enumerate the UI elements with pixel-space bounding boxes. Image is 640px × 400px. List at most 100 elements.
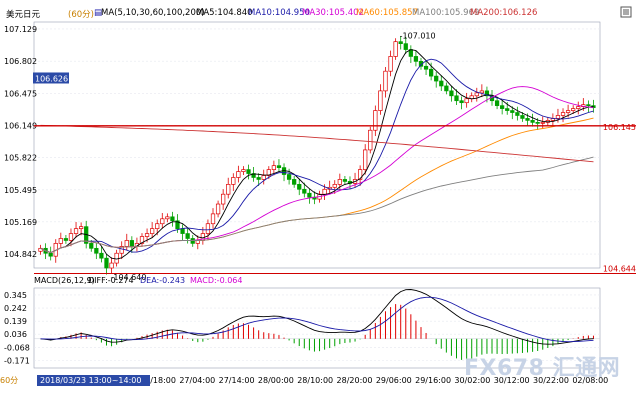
candle-body [535, 122, 540, 124]
candle-body [423, 65, 429, 70]
settings-icon[interactable] [620, 6, 632, 18]
candle-body [393, 41, 398, 57]
x-tick-label: 27/04:00 [179, 376, 215, 385]
candle-body [565, 110, 571, 113]
candle-body [383, 70, 388, 92]
candle-body [129, 240, 134, 247]
candle-body [571, 108, 576, 111]
y-tick-label: 106.802 [4, 57, 37, 66]
candle-body [342, 179, 348, 182]
y-tick-label: 106.475 [4, 89, 37, 98]
x-tick-label: 26/18:00 [140, 376, 176, 385]
candle-body [185, 233, 190, 239]
x-tick-label: 30/02:00 [454, 376, 490, 385]
y-tick-label: 105.822 [4, 154, 37, 163]
ma30-value: MA30:105.402 [302, 8, 364, 18]
candle-body [449, 90, 454, 97]
candle-body [99, 252, 104, 259]
candle-body [180, 228, 185, 234]
candle-body [413, 56, 419, 62]
macd-params[interactable]: MACD(26,12,9) [34, 276, 95, 285]
candle-body [292, 179, 297, 185]
x-tick-label: 28/20:00 [337, 376, 373, 385]
candle-body [357, 169, 363, 180]
candle-body [434, 75, 439, 82]
ma5-line [40, 49, 594, 260]
main-chart-header: 美元日元 (60分) ▤ MA(5,10,30,60,100,200) MA5:… [0, 0, 640, 22]
candle-body [63, 238, 69, 241]
cursor-time-label: 2018/03/23 13:00~14:00 五 [37, 375, 150, 396]
candle-body [256, 177, 261, 180]
candle-body [205, 223, 211, 234]
candle-body [586, 104, 591, 107]
candle-body [226, 184, 231, 195]
candle-body [114, 252, 119, 264]
current-price-tag-label: 106.626 [35, 74, 68, 83]
candle-body [368, 129, 373, 151]
macd-diff: DIFF:-0.274 [88, 276, 134, 285]
macd-dea-line [40, 296, 594, 343]
ma100-line [40, 156, 594, 254]
candle-body [124, 240, 129, 247]
x-tick-label: 30/22:00 [533, 376, 569, 385]
ma60-value: MA60:105.857 [356, 8, 418, 18]
candle-body [119, 246, 124, 254]
candle-body [560, 112, 566, 116]
candle-body [444, 85, 449, 92]
candle-body [388, 56, 393, 72]
candle-body [454, 95, 459, 102]
candle-body [337, 179, 342, 185]
candle-body [363, 149, 368, 170]
x-tick-label: 27/14:00 [219, 376, 255, 385]
ma10-line [40, 58, 594, 254]
candle-body [540, 122, 545, 124]
candle-body [302, 188, 307, 194]
macd-plot-frame [33, 287, 601, 369]
period-label[interactable]: (60分) [68, 10, 94, 20]
ma60-line [40, 117, 594, 254]
ma10-value: MA10:104.950 [248, 8, 310, 18]
x-tick-label: 28/00:00 [258, 376, 294, 385]
watermark-logo: FX678 汇通网 [464, 356, 621, 381]
candle-body [464, 98, 469, 104]
candle-body [474, 92, 479, 97]
symbol-title[interactable]: 美元日元 [6, 10, 41, 20]
candle-body [139, 236, 145, 244]
y-tick-label: 104.842 [4, 250, 37, 259]
ma200-line [40, 124, 594, 163]
y-tick-label: 107.129 [4, 25, 37, 34]
ma5-value: MA5:104.840 [196, 8, 253, 18]
candle-body [94, 247, 99, 254]
candle-body [429, 68, 434, 77]
macd-dea: DEA:-0.243 [140, 276, 186, 285]
candle-body [307, 192, 312, 198]
candle-body [530, 120, 535, 123]
macd-tick-label: 0.036 [4, 330, 27, 339]
y-tick-label: 106.149 [4, 121, 37, 130]
ma-params[interactable]: MA(5,10,30,60,100,200) [101, 8, 205, 18]
candle-body [500, 105, 505, 109]
candle-body [104, 257, 109, 269]
candle-body [246, 169, 251, 174]
candle-body [520, 115, 525, 119]
period-selector[interactable]: 60分 [0, 376, 19, 385]
low-annotation: -104.640 [110, 273, 146, 282]
candle-body [73, 228, 79, 234]
macd-tick-label: 0.242 [4, 304, 27, 313]
macd-tick-label: -0.171 [4, 357, 30, 366]
ma-indicator-icon[interactable]: ▤ [94, 8, 103, 18]
x-tick-label: 28/10:00 [297, 376, 333, 385]
candle-body [515, 112, 520, 116]
candle-body [576, 106, 581, 109]
y-tick-label: 105.169 [4, 218, 37, 227]
candle-body [555, 115, 561, 119]
ma200-value: MA200:106.126 [470, 8, 538, 18]
candle-body [525, 118, 530, 121]
current-price-tag [33, 72, 69, 84]
candle-body [479, 90, 484, 94]
candle-body [403, 43, 408, 50]
candle-body [373, 110, 378, 131]
candle-body [58, 238, 63, 244]
